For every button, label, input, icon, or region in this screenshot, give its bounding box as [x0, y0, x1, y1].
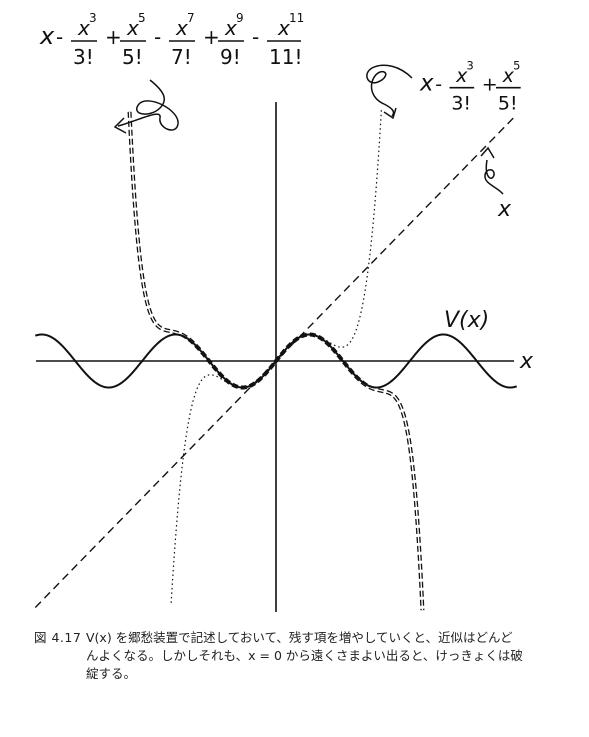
formula-numerator: x	[77, 16, 90, 40]
formula-denominator: 3!	[451, 93, 471, 115]
formula-sign: -	[56, 25, 63, 49]
arrow-curl-long	[117, 79, 179, 131]
caption-line-1: V(x) を郷愁装置で記述しておいて、残す項を増やしていくと、近似はどんど	[86, 630, 513, 645]
formula-power: 11	[289, 11, 304, 25]
arrow-head-short	[383, 107, 397, 120]
formula-sign: -	[252, 25, 259, 49]
formula-power: 3	[89, 11, 97, 25]
formula-sign: +	[482, 74, 498, 96]
formula-short: x - x 33!+ x 55!	[419, 59, 521, 115]
formula-denominator: 5!	[498, 93, 518, 115]
formula-power: 5	[138, 11, 146, 25]
formula-numerator: x	[277, 16, 290, 40]
formula-denominator: 5!	[122, 45, 143, 69]
formula-numerator: x	[502, 65, 515, 87]
formula-numerator: x	[126, 16, 139, 40]
formula-numerator: x	[224, 16, 237, 40]
formula-power: 3	[467, 59, 474, 73]
formula-power: 7	[187, 11, 195, 25]
formula-denominator: 9!	[220, 45, 241, 69]
axis-label-x: x	[519, 349, 534, 374]
arrow-curl-short	[366, 64, 413, 117]
formula-denominator: 7!	[171, 45, 192, 69]
caption-line-2: んよくなる。しかしそれも、x = 0 から遠くさまよい出ると、けっきょくは破	[86, 648, 523, 663]
curves	[34, 109, 518, 611]
formula-x: x	[419, 71, 434, 97]
formula-sign: +	[203, 25, 220, 49]
formula-denominator: 11!	[269, 45, 302, 69]
formula-power: 9	[236, 11, 244, 25]
label-v: V(x)	[444, 308, 489, 333]
caption-number: 図 4.17	[34, 630, 82, 645]
curve-vx	[34, 333, 518, 389]
formula-x: x	[39, 22, 55, 50]
label-x-line: x	[497, 197, 512, 222]
label-x-line-curl	[484, 159, 504, 195]
arrow-head-x-line	[480, 146, 495, 159]
formula-sign: -	[435, 74, 442, 96]
formula-denominator: 3!	[73, 45, 94, 69]
caption-line-3: 綻する。	[86, 666, 137, 681]
formula-sign: +	[105, 25, 122, 49]
formula-numerator: x	[455, 65, 468, 87]
arrow-head-long	[113, 117, 127, 134]
formula-sign: -	[154, 25, 161, 49]
figure-caption: 図 4.17 V(x) を郷愁装置で記述しておいて、残す項を増やしていくと、近似…	[34, 629, 564, 683]
formula-numerator: x	[175, 16, 188, 40]
formula-power: 5	[513, 59, 520, 73]
